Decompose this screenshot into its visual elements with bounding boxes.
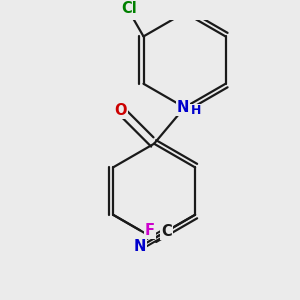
Text: N: N	[177, 100, 189, 115]
Text: N: N	[134, 239, 146, 254]
Text: H: H	[191, 104, 201, 117]
Text: F: F	[145, 223, 155, 238]
Text: O: O	[114, 103, 127, 118]
Text: Cl: Cl	[121, 1, 137, 16]
Text: C: C	[161, 224, 172, 238]
